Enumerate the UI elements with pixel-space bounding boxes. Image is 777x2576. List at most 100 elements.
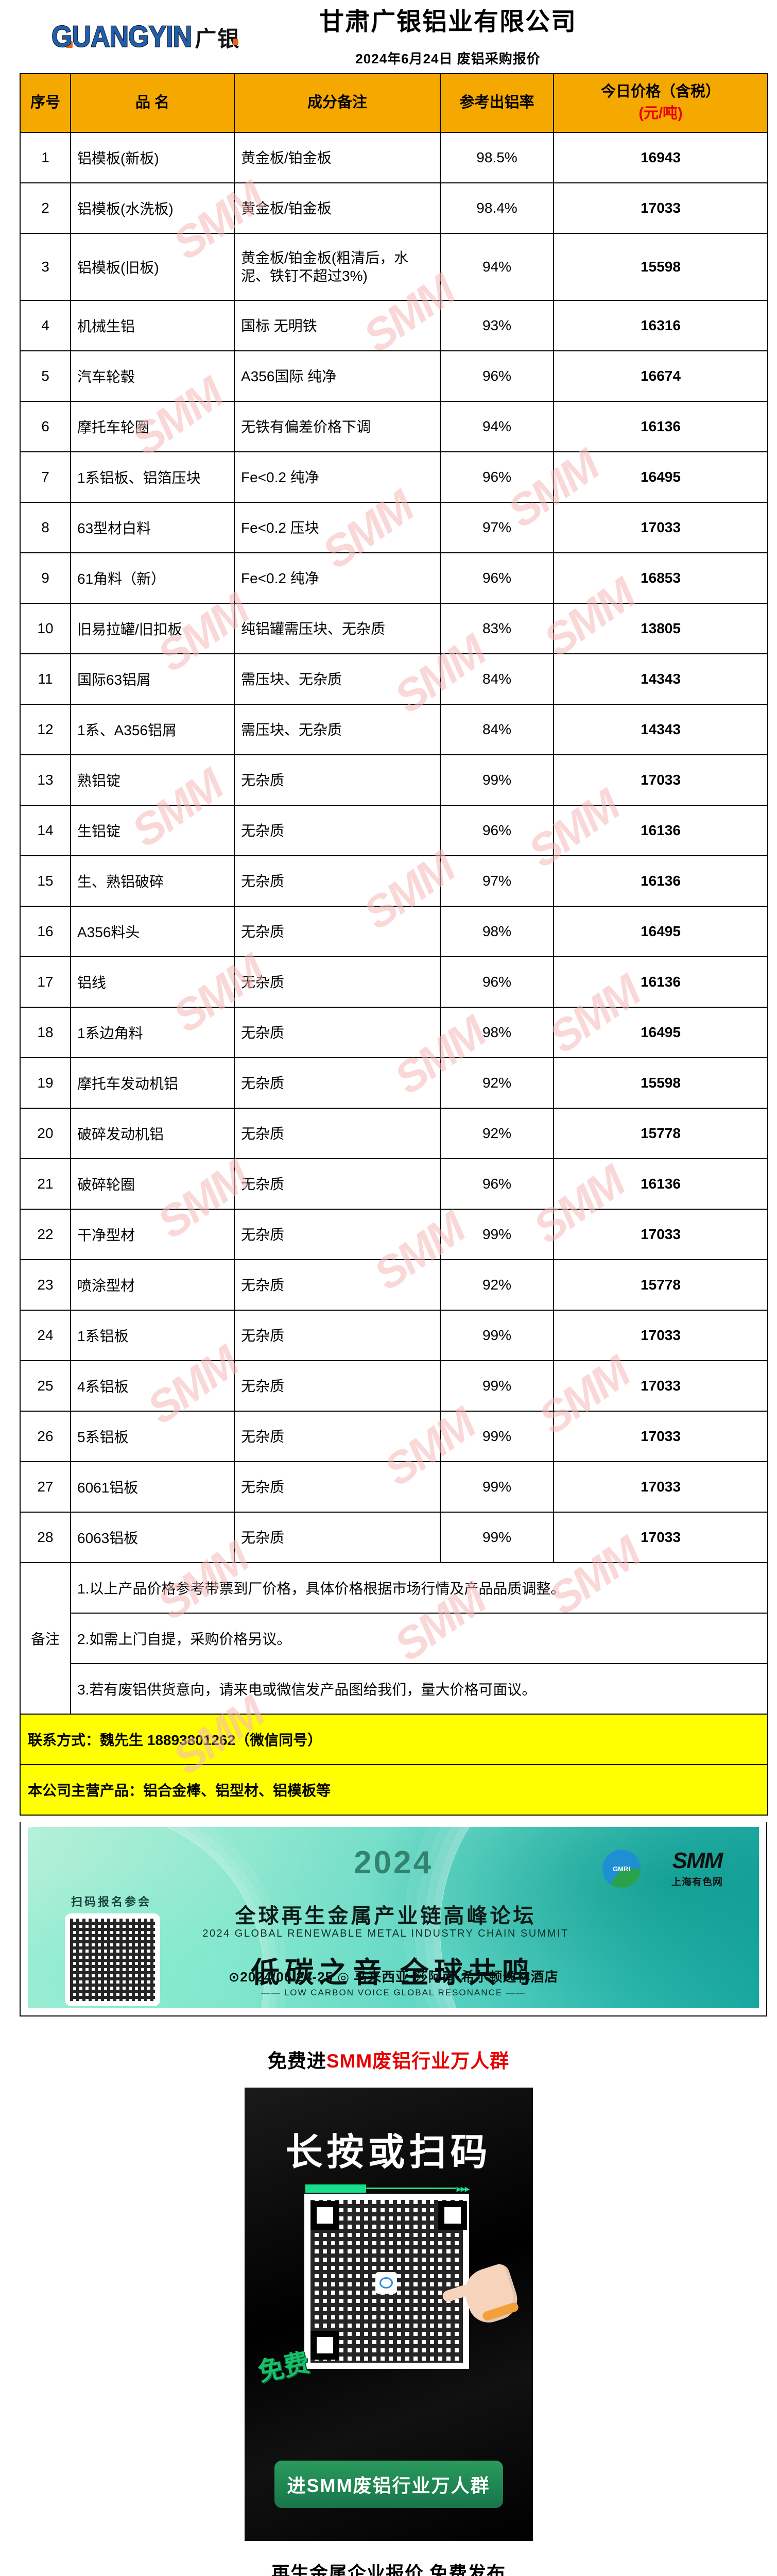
cell-index: 12 <box>20 704 71 755</box>
cell-product-name: 1系边角料 <box>70 1007 235 1058</box>
table-header-row: 序号 品 名 成分备注 参考出铝率 今日价格（含税） (元/吨) <box>20 73 768 133</box>
cell-aluminum-rate: 98.5% <box>440 132 554 183</box>
cell-product-name: 熟铝锭 <box>70 754 235 806</box>
banner-qr-code[interactable] <box>65 1913 160 2006</box>
cell-product-name: 摩托车发动机铝 <box>70 1057 235 1109</box>
cell-composition-note: 无杂质 <box>234 1310 441 1361</box>
cell-index: 4 <box>20 300 71 351</box>
cell-index: 25 <box>20 1360 71 1412</box>
cell-aluminum-rate: 94% <box>440 233 554 301</box>
table-row: 27 6061铝板 无杂质 99% 17033 <box>20 1461 768 1513</box>
promo-scan-bar-decoration: ▶▶▶ <box>305 2184 470 2193</box>
cell-product-name: 5系铝板 <box>70 1411 235 1462</box>
cell-aluminum-rate: 92% <box>440 1057 554 1109</box>
banner-slogan-en: —— LOW CARBON VOICE GLOBAL RESONANCE —— <box>261 1988 526 1997</box>
cell-product-name: 63型材白料 <box>70 502 235 553</box>
cell-composition-note: 黄金板/铂金板 <box>234 182 441 234</box>
cell-aluminum-rate: 99% <box>440 1209 554 1260</box>
cell-index: 19 <box>20 1057 71 1109</box>
cell-aluminum-rate: 96% <box>440 1158 554 1210</box>
remark-row: 2.如需上门自提，采购价格另议。 <box>20 1613 768 1664</box>
contact-bars-body: 联系方式：魏先生 18893801262（微信同号） 本公司主营产品：铝合金棒、铝… <box>20 1714 768 1816</box>
cell-index: 23 <box>20 1259 71 1311</box>
gmri-logo-text: GMRI <box>613 1865 630 1873</box>
cell-index: 15 <box>20 855 71 907</box>
cell-price: 16136 <box>553 805 768 856</box>
cell-aluminum-rate: 99% <box>440 1411 554 1462</box>
cell-price: 16136 <box>553 1158 768 1210</box>
cell-composition-note: A356国际 纯净 <box>234 350 441 402</box>
table-row: 5 汽车轮毂 A356国际 纯净 96% 16674 <box>20 350 768 402</box>
cell-composition-note: 需压块、无杂质 <box>234 653 441 705</box>
summit-banner[interactable]: 2024 扫码报名参会 全球再生金属产业链高峰论坛 2024 GLOBAL RE… <box>28 1827 759 2008</box>
banner-date-venue: ⊙2024/06/24-25 ◎ 马来西亚·莎阿南·希尔顿逸林酒店 <box>228 1969 559 1985</box>
cell-composition-note: Fe<0.2 纯净 <box>234 451 441 503</box>
col-header-name: 品 名 <box>70 73 235 133</box>
cell-price: 15778 <box>553 1259 768 1311</box>
cell-index: 17 <box>20 956 71 1008</box>
scan-bar-arrows-icon: ▶▶▶ <box>456 2185 470 2193</box>
cell-index: 28 <box>20 1512 71 1563</box>
banner-scan-label: 扫码报名参会 <box>71 1895 151 1908</box>
cell-composition-note: Fe<0.2 纯净 <box>234 552 441 604</box>
table-row: 20 破碎发动机铝 无杂质 92% 15778 <box>20 1108 768 1159</box>
cell-aluminum-rate: 99% <box>440 1360 554 1412</box>
cell-composition-note: 无杂质 <box>234 906 441 957</box>
cell-product-name: 铝线 <box>70 956 235 1008</box>
cell-composition-note: 无杂质 <box>234 1209 441 1260</box>
join-group-button[interactable]: 进SMM废铝行业万人群 <box>274 2461 503 2508</box>
wechat-group-card[interactable]: 长按或扫码 ▶▶▶ 免费 进SMM废铝行业万人群 <box>244 2088 533 2541</box>
cell-product-name: 机械生铝 <box>70 300 235 351</box>
cell-aluminum-rate: 97% <box>440 502 554 553</box>
cell-composition-note: 无杂质 <box>234 1057 441 1109</box>
table-row: 14 生铝锭 无杂质 96% 16136 <box>20 805 768 856</box>
remarks-body: 备注 1.以上产品价格参考带票到厂价格，具体价格根据市场行情及产品品质调整。 2.如… <box>20 1562 768 1715</box>
cell-index: 5 <box>20 350 71 402</box>
smm-logo: SMM 上海有色网 <box>671 1850 723 1888</box>
table-row: 24 1系铝板 无杂质 99% 17033 <box>20 1310 768 1361</box>
free-badge: 免费 <box>255 2348 312 2387</box>
contact-bar-row: 本公司主营产品：铝合金棒、铝型材、铝模板等 <box>20 1764 768 1816</box>
cell-price: 16495 <box>553 1007 768 1058</box>
table-row: 6 摩托车轮圈 无铁有偏差价格下调 94% 16136 <box>20 401 768 452</box>
cell-aluminum-rate: 98% <box>440 1007 554 1058</box>
cell-product-name: 1系铝板 <box>70 1310 235 1361</box>
cell-aluminum-rate: 84% <box>440 704 554 755</box>
cell-composition-note: 无铁有偏差价格下调 <box>234 401 441 452</box>
company-logo: GUANGYIN 广银 <box>51 19 257 56</box>
table-row: 11 国际63铝屑 需压块、无杂质 84% 14343 <box>20 653 768 705</box>
promo-title: 免费进SMM废铝行业万人群 <box>0 2045 777 2073</box>
page-title: 甘肃广银铝业有限公司 <box>319 8 577 36</box>
table-row: 15 生、熟铝破碎 无杂质 97% 16136 <box>20 855 768 907</box>
banner-title-en: 2024 GLOBAL RENEWABLE METAL INDUSTRY CHA… <box>202 1928 569 1939</box>
summit-banner-wrapper: 2024 扫码报名参会 全球再生金属产业链高峰论坛 2024 GLOBAL RE… <box>20 1822 767 2016</box>
cell-price: 17033 <box>553 182 768 234</box>
cell-price: 17033 <box>553 1461 768 1513</box>
price-table: 序号 品 名 成分备注 参考出铝率 今日价格（含税） (元/吨) 1 铝模板(新板… <box>20 73 768 1816</box>
table-row: 1 铝模板(新板) 黄金板/铂金板 98.5% 16943 <box>20 132 768 183</box>
cell-composition-note: 无杂质 <box>234 1411 441 1462</box>
cell-composition-note: 无杂质 <box>234 855 441 907</box>
cell-product-name: 破碎发动机铝 <box>70 1108 235 1159</box>
remark-text: 2.如需上门自提，采购价格另议。 <box>70 1613 768 1664</box>
col-header-no: 序号 <box>20 73 71 133</box>
cell-price: 16495 <box>553 906 768 957</box>
cell-composition-note: 无杂质 <box>234 1360 441 1412</box>
col-header-price-main: 今日价格（含税） <box>600 83 720 100</box>
cell-index: 14 <box>20 805 71 856</box>
cell-aluminum-rate: 83% <box>440 603 554 654</box>
promo-footline-1: 再生金属企业报价 免费发布 <box>271 2563 506 2576</box>
cell-composition-note: 无杂质 <box>234 1007 441 1058</box>
remark-row: 备注 1.以上产品价格参考带票到厂价格，具体价格根据市场行情及产品品质调整。 <box>20 1562 768 1715</box>
table-row: 3 铝模板(旧板) 黄金板/铂金板(粗清后，水泥、铁钉不超过3%) 94% 15598 <box>20 233 768 301</box>
cell-aluminum-rate: 99% <box>440 1310 554 1361</box>
cell-price: 16853 <box>553 552 768 604</box>
cell-index: 20 <box>20 1108 71 1159</box>
smm-logo-text: SMM <box>672 1848 723 1873</box>
cell-aluminum-rate: 96% <box>440 350 554 402</box>
cell-price: 13805 <box>553 603 768 654</box>
table-row: 7 1系铝板、铝箔压块 Fe<0.2 纯净 96% 16495 <box>20 451 768 503</box>
promo-section: 免费进SMM废铝行业万人群 长按或扫码 ▶▶▶ 免费 进SMM废铝行业万人群 再… <box>0 2016 777 2576</box>
cell-product-name: 4系铝板 <box>70 1360 235 1412</box>
col-header-note: 成分备注 <box>234 73 441 133</box>
